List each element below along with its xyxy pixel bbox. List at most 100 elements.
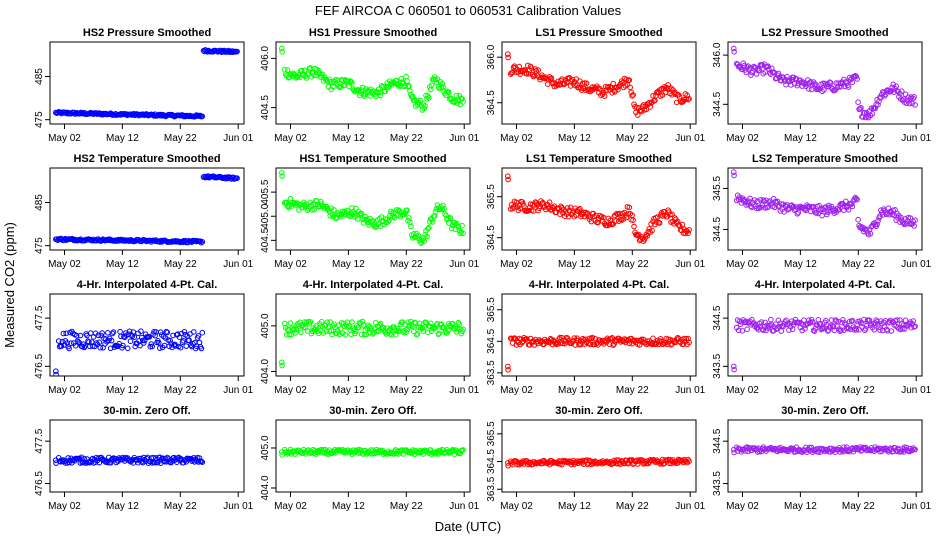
data-point bbox=[650, 93, 656, 99]
y-tick-label: 404.0 bbox=[260, 475, 271, 500]
data-point bbox=[902, 91, 909, 98]
y-tick-label: 344.5 bbox=[712, 305, 723, 330]
data-point bbox=[440, 202, 446, 209]
data-point bbox=[279, 173, 285, 179]
x-tick-label: May 02 bbox=[274, 259, 307, 270]
x-tick-label: May 12 bbox=[558, 501, 591, 512]
data-point bbox=[778, 328, 785, 334]
data-point bbox=[581, 80, 588, 86]
data-point bbox=[731, 45, 737, 52]
data-point bbox=[393, 328, 400, 334]
x-tick-label: May 02 bbox=[500, 259, 533, 270]
panel-frame bbox=[727, 41, 923, 125]
data-point bbox=[198, 345, 205, 352]
data-point bbox=[351, 211, 357, 217]
data-point bbox=[758, 319, 765, 325]
data-point bbox=[460, 99, 466, 105]
data-point bbox=[434, 320, 441, 327]
x-tick-label: May 12 bbox=[784, 501, 817, 512]
data-point bbox=[543, 338, 550, 345]
data-point bbox=[428, 82, 435, 89]
data-point bbox=[912, 446, 918, 453]
data-point bbox=[89, 237, 96, 244]
data-point bbox=[279, 45, 285, 52]
data-point bbox=[773, 75, 780, 81]
data-point bbox=[615, 86, 621, 93]
data-point bbox=[422, 103, 428, 109]
x-tick-label: May 22 bbox=[842, 133, 875, 144]
panel-title: 30-min. Zero Off. bbox=[103, 405, 190, 417]
data-point bbox=[55, 338, 62, 344]
data-point bbox=[183, 343, 189, 349]
data-point bbox=[535, 67, 542, 73]
data-point bbox=[903, 322, 910, 328]
data-point bbox=[424, 233, 430, 240]
data-point bbox=[883, 211, 890, 218]
data-point bbox=[191, 329, 197, 335]
panel-frame bbox=[501, 293, 697, 377]
data-point bbox=[806, 444, 813, 451]
data-series bbox=[279, 170, 466, 246]
data-point bbox=[821, 325, 827, 331]
data-point bbox=[368, 325, 374, 331]
x-tick-label: May 02 bbox=[48, 385, 81, 396]
data-point bbox=[576, 342, 582, 348]
data-point bbox=[97, 344, 104, 351]
x-tick-label: May 12 bbox=[106, 259, 139, 270]
data-point bbox=[638, 336, 645, 343]
panel-frame bbox=[49, 167, 245, 251]
data-point bbox=[425, 225, 431, 232]
data-point bbox=[296, 207, 302, 213]
data-point bbox=[854, 76, 861, 82]
data-point bbox=[157, 329, 164, 336]
data-point bbox=[771, 204, 778, 211]
data-point bbox=[436, 330, 443, 337]
panel-11: 4-Hr. Interpolated 4-Pt. Cal. May 02 May 1… bbox=[486, 279, 706, 396]
data-point bbox=[320, 330, 327, 336]
panel-3: LS1 Pressure Smoothed May 02 May 12 May 22 J… bbox=[486, 27, 706, 144]
data-point bbox=[408, 318, 414, 325]
data-point bbox=[610, 221, 617, 227]
data-series bbox=[505, 334, 692, 373]
data-point bbox=[731, 169, 737, 175]
data-point bbox=[686, 96, 692, 102]
y-tick-label: 345.5 bbox=[712, 176, 723, 201]
y-tick-label: 343.5 bbox=[712, 353, 723, 378]
data-point bbox=[505, 460, 511, 466]
data-point bbox=[75, 339, 82, 345]
data-point bbox=[630, 217, 636, 223]
data-point bbox=[685, 230, 691, 236]
data-point bbox=[349, 319, 355, 325]
data-point bbox=[195, 333, 202, 339]
x-tick-label: May 22 bbox=[842, 501, 875, 512]
data-point bbox=[109, 330, 116, 337]
data-point bbox=[867, 230, 874, 237]
data-point bbox=[756, 67, 763, 73]
data-point bbox=[664, 85, 671, 92]
data-point bbox=[794, 211, 801, 217]
data-point bbox=[882, 91, 889, 98]
x-tick-label: May 02 bbox=[48, 501, 81, 512]
x-tick-label: May 22 bbox=[616, 259, 649, 270]
data-point bbox=[435, 331, 442, 338]
x-tick-label: May 22 bbox=[164, 501, 197, 512]
data-point bbox=[199, 329, 206, 336]
data-point bbox=[888, 328, 895, 334]
data-point bbox=[767, 322, 773, 329]
data-point bbox=[284, 67, 291, 73]
data-point bbox=[110, 329, 117, 335]
data-point bbox=[459, 96, 465, 102]
panel-frame bbox=[501, 419, 697, 493]
data-point bbox=[505, 176, 511, 183]
data-point bbox=[855, 216, 861, 223]
data-point bbox=[821, 87, 827, 93]
data-point bbox=[446, 89, 452, 96]
data-point bbox=[137, 342, 143, 349]
data-point bbox=[339, 330, 346, 337]
data-point bbox=[898, 214, 904, 221]
panel-14: 30-min. Zero Off. May 02 May 12 May 22 Jun 0… bbox=[260, 405, 480, 512]
data-point bbox=[324, 319, 331, 326]
x-tick-label: May 12 bbox=[784, 133, 817, 144]
data-point bbox=[686, 339, 692, 346]
panel-10: 4-Hr. Interpolated 4-Pt. Cal. May 02 May 1… bbox=[260, 279, 480, 396]
